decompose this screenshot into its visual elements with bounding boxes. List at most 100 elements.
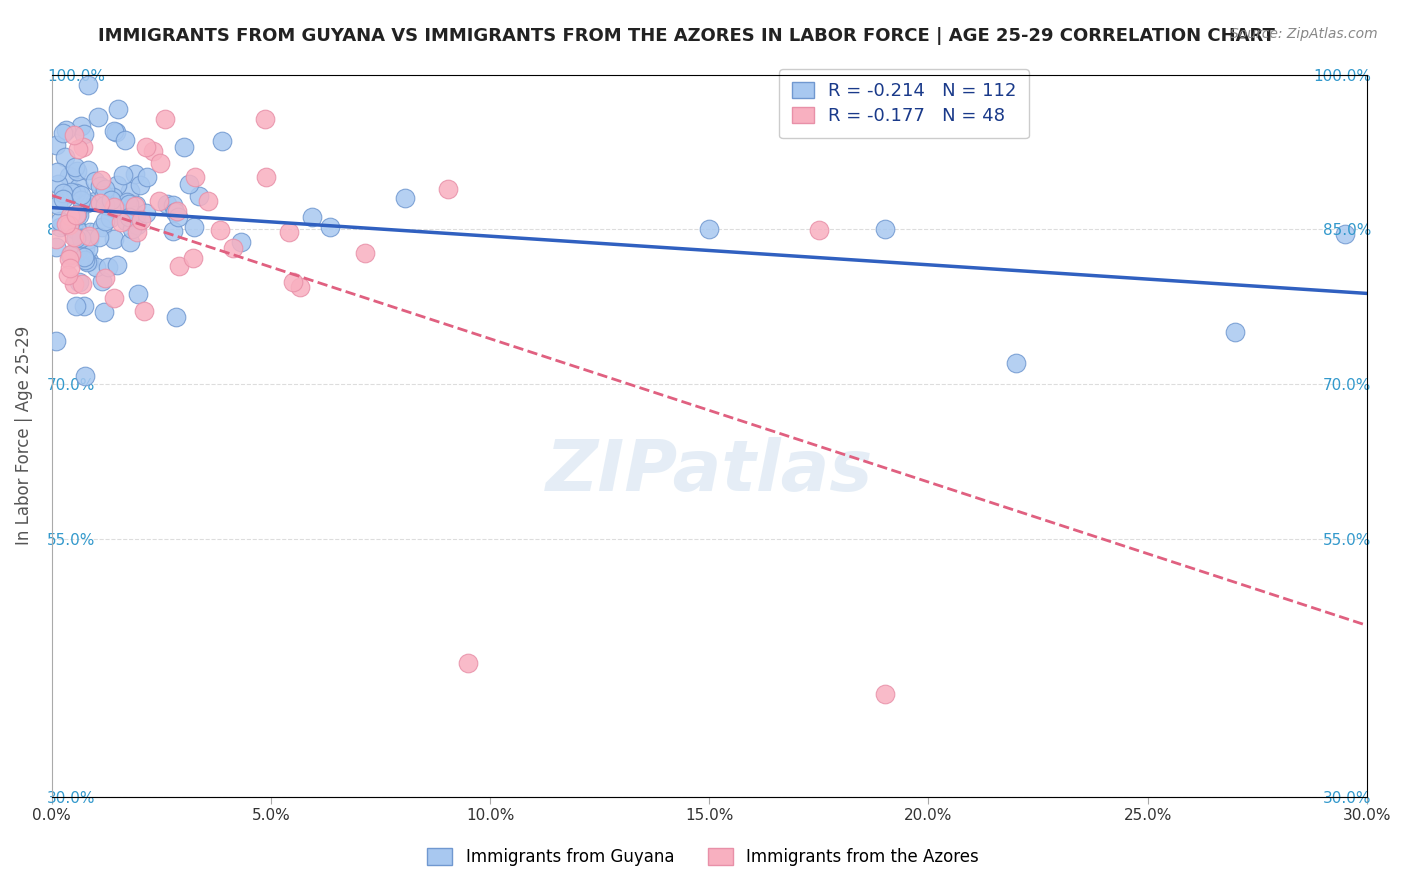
Immigrants from Guyana [124, 167, 146, 181]
Immigrants from the Azores [124, 199, 146, 213]
Immigrants from Guyana [45, 240, 67, 254]
Immigrants from Guyana [211, 135, 233, 149]
Immigrants from Guyana [45, 137, 67, 152]
Immigrants from Guyana [121, 222, 143, 236]
Immigrants from Guyana [103, 124, 125, 138]
Immigrants from Guyana [100, 193, 122, 207]
Text: Source: ZipAtlas.com: Source: ZipAtlas.com [1230, 27, 1378, 41]
Immigrants from the Azores [149, 155, 172, 169]
Immigrants from the Azores [55, 217, 77, 231]
Immigrants from Guyana [697, 222, 720, 236]
Immigrants from the Azores [67, 142, 90, 156]
Immigrants from the Azores [58, 252, 80, 267]
Immigrants from Guyana [87, 230, 110, 244]
Legend: R = -0.214   N = 112, R = -0.177   N = 48: R = -0.214 N = 112, R = -0.177 N = 48 [779, 69, 1029, 138]
Immigrants from the Azores [62, 230, 84, 244]
Immigrants from Guyana [77, 163, 100, 178]
Immigrants from Guyana [59, 248, 82, 262]
Immigrants from the Azores [184, 170, 207, 185]
Immigrants from Guyana [394, 191, 416, 205]
Immigrants from Guyana [183, 219, 205, 234]
Immigrants from Guyana [69, 188, 91, 202]
Immigrants from the Azores [197, 194, 219, 208]
Immigrants from the Azores [281, 275, 304, 289]
Immigrants from Guyana [77, 254, 100, 268]
Immigrants from Guyana [1225, 326, 1247, 340]
Immigrants from the Azores [288, 280, 311, 294]
Y-axis label: In Labor Force | Age 25-29: In Labor Force | Age 25-29 [15, 326, 32, 545]
Immigrants from Guyana [46, 178, 69, 192]
Immigrants from the Azores [167, 259, 190, 273]
Immigrants from the Azores [63, 128, 86, 142]
Immigrants from Guyana [67, 180, 90, 194]
Immigrants from the Azores [77, 229, 100, 244]
Immigrants from Guyana [73, 250, 96, 264]
Immigrants from the Azores [278, 225, 301, 239]
Immigrants from Guyana [111, 168, 134, 182]
Immigrants from Guyana [107, 103, 129, 117]
Immigrants from Guyana [115, 195, 138, 210]
Immigrants from Guyana [167, 210, 190, 224]
Immigrants from the Azores [253, 112, 276, 127]
Immigrants from Guyana [84, 174, 107, 188]
Immigrants from the Azores [127, 226, 149, 240]
Immigrants from Guyana [58, 216, 80, 230]
Immigrants from the Azores [94, 270, 117, 285]
Immigrants from Guyana [114, 133, 136, 147]
Immigrants from the Azores [58, 209, 80, 223]
Immigrants from Guyana [135, 169, 157, 184]
Text: ZIPatlas: ZIPatlas [546, 437, 873, 506]
Immigrants from Guyana [77, 232, 100, 246]
Immigrants from Guyana [125, 198, 148, 212]
Immigrants from Guyana [117, 202, 139, 216]
Immigrants from the Azores [457, 656, 479, 670]
Immigrants from Guyana [97, 260, 120, 274]
Immigrants from the Azores [148, 194, 170, 209]
Immigrants from Guyana [118, 235, 141, 250]
Immigrants from Guyana [162, 198, 184, 212]
Immigrants from Guyana [79, 225, 101, 239]
Immigrants from the Azores [437, 182, 460, 196]
Immigrants from Guyana [120, 184, 142, 198]
Immigrants from the Azores [103, 291, 125, 305]
Immigrants from Guyana [77, 78, 100, 92]
Immigrants from Guyana [114, 213, 136, 227]
Immigrants from Guyana [105, 178, 128, 192]
Immigrants from Guyana [63, 222, 86, 236]
Immigrants from Guyana [69, 231, 91, 245]
Immigrants from Guyana [65, 230, 87, 244]
Text: IMMIGRANTS FROM GUYANA VS IMMIGRANTS FROM THE AZORES IN LABOR FORCE | AGE 25-29 : IMMIGRANTS FROM GUYANA VS IMMIGRANTS FRO… [98, 27, 1275, 45]
Immigrants from Guyana [103, 232, 125, 246]
Immigrants from the Azores [134, 304, 156, 318]
Immigrants from Guyana [52, 126, 75, 140]
Immigrants from the Azores [166, 203, 188, 218]
Immigrants from Guyana [1005, 356, 1028, 370]
Immigrants from the Azores [72, 139, 94, 153]
Immigrants from Guyana [53, 150, 76, 164]
Immigrants from Guyana [65, 299, 87, 313]
Immigrants from Guyana [177, 177, 200, 191]
Immigrants from Guyana [90, 274, 112, 288]
Immigrants from the Azores [65, 208, 87, 222]
Immigrants from the Azores [60, 246, 83, 260]
Immigrants from Guyana [59, 185, 82, 199]
Immigrants from Guyana [231, 235, 253, 250]
Immigrants from Guyana [75, 253, 97, 268]
Immigrants from the Azores [222, 241, 245, 255]
Immigrants from Guyana [105, 202, 128, 217]
Immigrants from the Azores [90, 173, 112, 187]
Immigrants from Guyana [58, 169, 80, 183]
Immigrants from Guyana [45, 334, 67, 348]
Immigrants from Guyana [94, 198, 117, 212]
Immigrants from Guyana [135, 206, 157, 220]
Immigrants from Guyana [118, 211, 141, 225]
Immigrants from Guyana [77, 242, 100, 256]
Immigrants from Guyana [86, 260, 108, 274]
Immigrants from Guyana [52, 186, 75, 200]
Immigrants from Guyana [1333, 227, 1355, 242]
Immigrants from Guyana [76, 195, 98, 210]
Immigrants from Guyana [156, 197, 179, 211]
Immigrants from the Azores [873, 686, 896, 700]
Immigrants from Guyana [63, 161, 86, 175]
Immigrants from the Azores [45, 232, 67, 246]
